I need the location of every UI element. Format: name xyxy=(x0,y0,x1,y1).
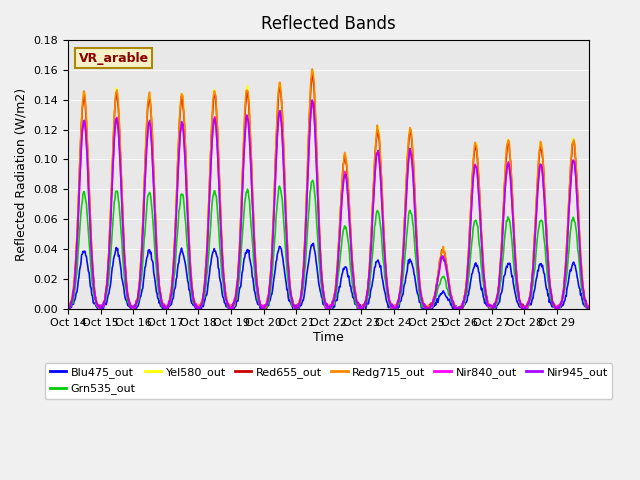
Y-axis label: Reflected Radiation (W/m2): Reflected Radiation (W/m2) xyxy=(15,88,28,261)
Title: Reflected Bands: Reflected Bands xyxy=(261,15,396,33)
Text: VR_arable: VR_arable xyxy=(79,51,148,65)
X-axis label: Time: Time xyxy=(314,331,344,344)
Legend: Blu475_out, Grn535_out, Yel580_out, Red655_out, Redg715_out, Nir840_out, Nir945_: Blu475_out, Grn535_out, Yel580_out, Red6… xyxy=(45,362,612,399)
